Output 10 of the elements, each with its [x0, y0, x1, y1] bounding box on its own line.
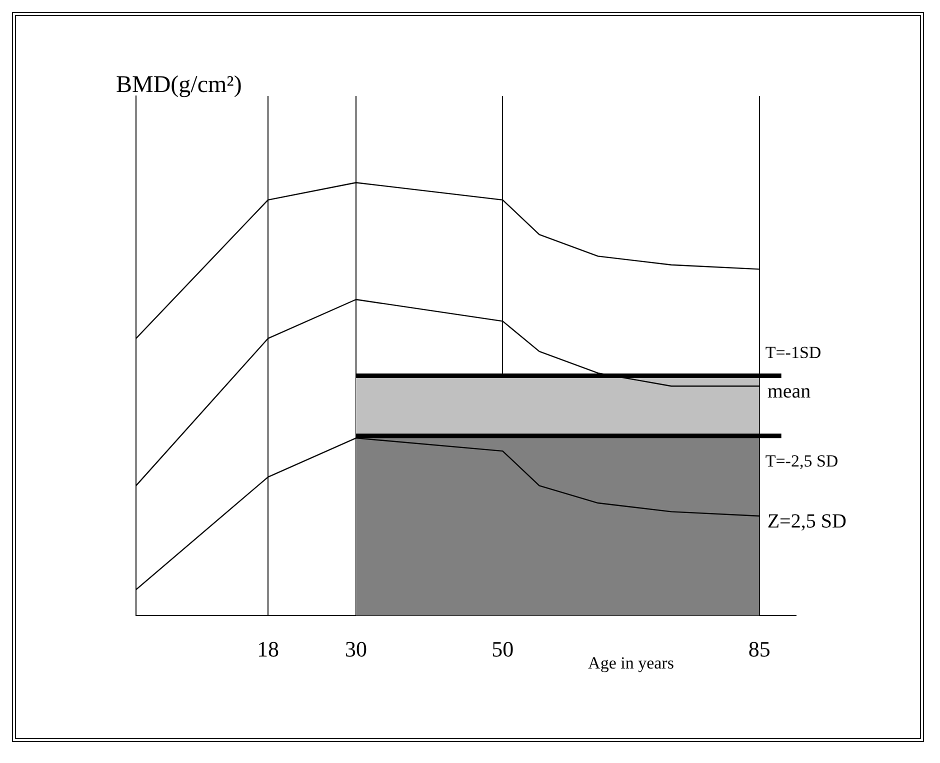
series-label: mean: [767, 380, 811, 402]
x-tick-label: 85: [748, 636, 770, 662]
x-tick-label: 30: [345, 636, 367, 662]
series-label: Z=2,5 SD: [767, 510, 846, 532]
x-tick-label: 50: [492, 636, 514, 662]
x-tick-label: 18: [257, 636, 279, 662]
y-axis-title: BMD(g/cm²): [116, 72, 242, 99]
series-label: T=-2,5 SD: [765, 451, 838, 470]
series-label: T=-1SD: [765, 343, 822, 362]
x-axis-title: Age in years: [588, 654, 674, 673]
